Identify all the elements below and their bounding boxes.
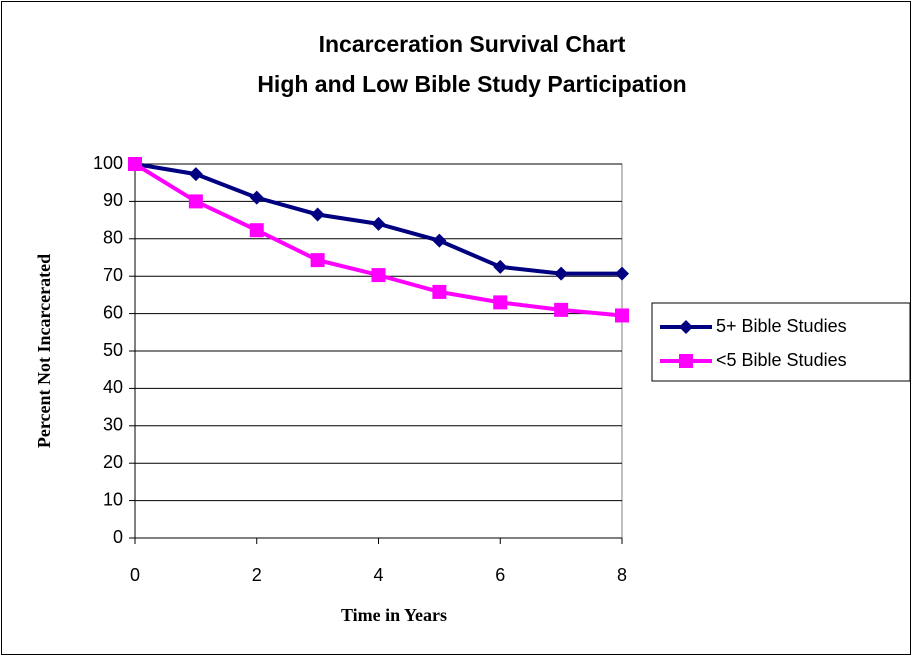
marker <box>679 354 693 368</box>
legend-box <box>651 302 911 382</box>
marker <box>249 190 264 205</box>
y-tick-label: 50 <box>103 340 123 360</box>
marker <box>554 266 569 281</box>
y-tick-label: 100 <box>93 153 123 173</box>
marker <box>615 308 629 323</box>
x-axis-label: Time in Years <box>341 605 447 625</box>
marker <box>310 253 325 268</box>
marker <box>128 157 142 171</box>
y-tick-label: 60 <box>103 302 123 322</box>
marker <box>432 284 447 299</box>
marker <box>188 194 203 209</box>
chart-title: Incarceration Survival Chart <box>319 31 626 57</box>
y-tick-label: 90 <box>103 190 123 210</box>
marker <box>188 167 203 182</box>
x-tick-label: 8 <box>617 565 627 585</box>
marker <box>615 266 629 281</box>
y-tick-label: 30 <box>103 415 123 435</box>
y-tick-label: 70 <box>103 265 123 285</box>
marker <box>432 233 447 248</box>
marker <box>554 302 569 317</box>
legend-label: 5+ Bible Studies <box>716 316 847 336</box>
y-tick-label: 20 <box>103 452 123 472</box>
x-tick-label: 4 <box>373 565 383 585</box>
marker <box>310 207 325 222</box>
marker <box>493 259 508 274</box>
marker <box>371 268 386 283</box>
x-tick-label: 0 <box>130 565 140 585</box>
x-tick-label: 2 <box>252 565 262 585</box>
marker <box>249 223 264 238</box>
chart-title: High and Low Bible Study Participation <box>257 71 686 97</box>
y-tick-label: 40 <box>103 377 123 397</box>
legend-label: <5 Bible Studies <box>716 350 847 370</box>
marker <box>371 216 386 231</box>
y-tick-label: 0 <box>113 527 123 547</box>
y-tick-label: 80 <box>103 228 123 248</box>
marker <box>493 295 508 310</box>
marker <box>679 320 693 334</box>
y-axis-label: Percent Not Incarcerated <box>34 254 54 448</box>
y-tick-label: 10 <box>103 489 123 509</box>
x-tick-label: 6 <box>495 565 505 585</box>
